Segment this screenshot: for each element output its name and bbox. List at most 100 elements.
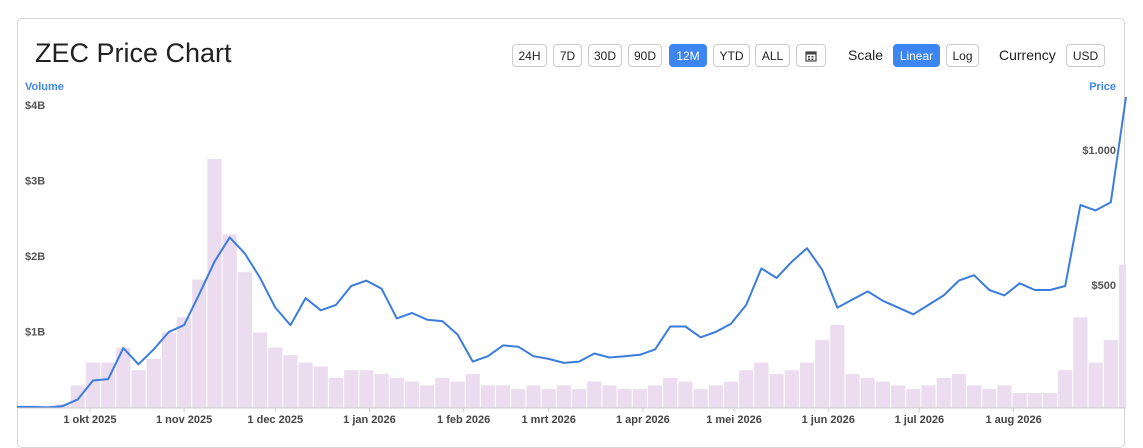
range-button[interactable]: YTD	[713, 44, 750, 67]
volume-bar	[647, 385, 663, 408]
x-tick-label: 1 mei 2026	[706, 414, 762, 426]
x-tick-label: 1 jan 2026	[343, 414, 396, 426]
volume-bar	[875, 381, 891, 408]
volume-bar	[723, 381, 739, 408]
y2-tick-label: $1.000	[1082, 145, 1116, 157]
volume-bar	[906, 389, 921, 408]
y2-tick-label: $500	[1092, 280, 1116, 292]
y2-axis-title: Price	[1089, 81, 1116, 93]
calendar-icon	[805, 50, 817, 62]
volume-bar	[754, 362, 769, 408]
scale-label: Scale	[848, 47, 884, 63]
volume-bar	[116, 347, 131, 408]
volume-bar	[617, 389, 632, 408]
x-tick-label: 1 feb 2026	[437, 414, 490, 426]
volume-bar	[161, 332, 177, 408]
volume-bar	[435, 377, 450, 408]
x-tick-label: 1 aug 2026	[985, 414, 1041, 426]
volume-bar	[632, 389, 647, 408]
volume-bar	[222, 234, 237, 408]
currency-label: Currency	[999, 47, 1056, 63]
volume-bar	[663, 377, 678, 408]
volume-bar	[1088, 362, 1103, 408]
range-button[interactable]: ALL	[755, 44, 790, 67]
volume-bar	[480, 385, 496, 408]
volume-bar	[283, 355, 298, 408]
y-tick-label: $3B	[25, 175, 45, 187]
volume-bar	[678, 381, 693, 408]
volume-bar	[450, 381, 465, 408]
volume-bar	[602, 385, 617, 408]
volume-bar	[815, 340, 830, 408]
range-button[interactable]: 7D	[553, 44, 582, 67]
x-tick-label: 1 mrt 2026	[521, 414, 575, 426]
volume-bar	[1058, 370, 1073, 408]
y-tick-label: $4B	[25, 100, 45, 112]
y-tick-label: $1B	[25, 326, 45, 338]
volume-bar	[465, 374, 480, 408]
range-button[interactable]: 12M	[669, 44, 707, 67]
y-tick-label: $2B	[25, 251, 45, 263]
volume-bar	[404, 381, 420, 408]
volume-bar	[936, 377, 951, 408]
page: {"controls": {"title": "ZEC Price Chart"…	[17, 18, 1127, 448]
volume-bar	[587, 381, 602, 408]
volume-bar	[1103, 340, 1118, 408]
volume-bar	[192, 279, 207, 408]
volume-bar	[739, 370, 754, 408]
volume-bar	[997, 385, 1012, 408]
volume-bar	[496, 385, 511, 408]
volume-bar	[845, 374, 860, 408]
volume-bar	[268, 347, 283, 408]
scale-button[interactable]: Linear	[893, 44, 940, 67]
volume-bar	[541, 389, 556, 408]
x-tick-label: 1 nov 2025	[156, 414, 212, 426]
x-tick-label: 1 okt 2025	[63, 414, 116, 426]
range-button[interactable]: 90D	[628, 44, 662, 67]
volume-bar	[85, 362, 101, 408]
x-tick-label: 1 jun 2026	[802, 414, 855, 426]
x-tick-label: 1 jul 2026	[895, 414, 945, 426]
volume-bar	[921, 385, 936, 408]
currency-button[interactable]: USD	[1066, 44, 1105, 67]
volume-bar	[966, 385, 982, 408]
volume-bar	[572, 389, 587, 408]
x-tick-label: 1 dec 2025	[247, 414, 303, 426]
volume-bar	[982, 389, 997, 408]
volume-bar	[511, 389, 526, 408]
range-button[interactable]: 24H	[512, 44, 547, 67]
volume-bar	[146, 358, 161, 408]
volume-bar	[177, 317, 192, 408]
volume-bar	[891, 385, 906, 408]
volume-bar	[951, 374, 966, 408]
x-tick-label: 1 apr 2026	[616, 414, 670, 426]
volume-bar	[344, 370, 359, 408]
volume-bar	[298, 362, 313, 408]
volume-bar	[207, 158, 222, 408]
volume-bar	[252, 332, 268, 408]
volume-bar	[389, 377, 404, 408]
volume-bar	[70, 385, 85, 408]
volume-bar	[556, 385, 571, 408]
volume-bar	[420, 385, 435, 408]
volume-bar	[526, 385, 541, 408]
volume-bar	[328, 377, 344, 408]
calendar-button[interactable]	[796, 44, 826, 67]
volume-bar	[693, 389, 708, 408]
volume-bar	[374, 374, 389, 408]
chart: $1B $2B $3B $4B $500 $1.000 1 okt 2025 1 nov 20…	[17, 81, 1127, 426]
scale-button[interactable]: Log	[946, 44, 979, 67]
volume-bar	[708, 385, 723, 408]
volume-bar	[769, 374, 784, 408]
volume-bar	[131, 370, 146, 408]
volume-bar	[1118, 264, 1126, 408]
volume-bar	[313, 366, 328, 408]
volume-bar	[799, 362, 815, 408]
volume-bar	[860, 377, 875, 408]
price-line	[17, 96, 1127, 409]
volume-bar	[830, 324, 845, 408]
volume-bar	[359, 370, 374, 408]
range-button[interactable]: 30D	[588, 44, 622, 67]
volume-bar	[1073, 317, 1088, 408]
volume-bar	[1012, 392, 1027, 408]
